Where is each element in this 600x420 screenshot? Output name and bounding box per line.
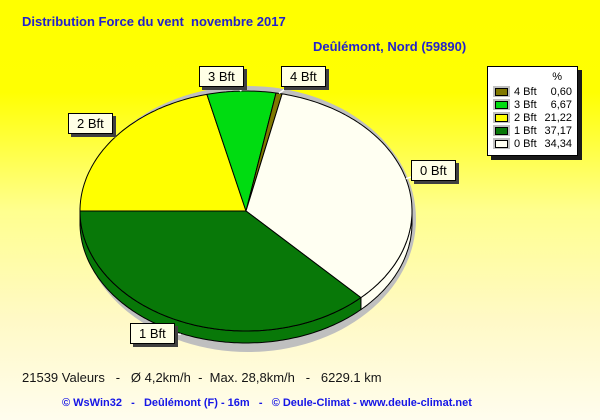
legend-color-swatch	[493, 125, 510, 136]
pie-segment-1-bft	[79, 210, 362, 332]
pie-label-3-bft: 3 Bft	[199, 66, 244, 87]
pie-label-1-bft: 1 Bft	[130, 323, 175, 344]
chart-title: Distribution Force du vent novembre 2017	[22, 14, 286, 29]
stats-line: 21539 Valeurs - Ø 4,2km/h - Max. 28,8km/…	[22, 370, 382, 385]
pie-segment-3-bft	[206, 90, 277, 212]
chart-location: Deûlémont, Nord (59890)	[313, 39, 467, 54]
legend-color-swatch	[493, 138, 510, 149]
legend-row-label: 3 Bft	[514, 98, 537, 111]
legend-row-label: 2 Bft	[514, 111, 537, 124]
legend-row-value: 6,67	[550, 98, 572, 111]
legend-color-fill	[495, 139, 508, 148]
legend-color-swatch	[493, 99, 510, 110]
legend-color-fill	[495, 100, 508, 109]
legend-row: 1 Bft 37,17	[491, 124, 574, 137]
legend-color-swatch	[493, 86, 510, 97]
legend-row: 4 Bft 0,60	[491, 85, 574, 98]
legend-row-value: 34,34	[544, 137, 572, 150]
legend-rows: 4 Bft 0,60 3 Bft 6,67 2 Bft 21,22 1 Bft 37,17 0 …	[491, 85, 574, 150]
legend-color-fill	[495, 113, 508, 122]
legend-color-swatch	[493, 112, 510, 123]
legend-row: 3 Bft 6,67	[491, 98, 574, 111]
pie-segment-2-bft	[79, 93, 247, 212]
legend-row-label: 0 Bft	[514, 137, 537, 150]
legend-row-label: 4 Bft	[514, 85, 537, 98]
pie-label-2-bft: 2 Bft	[68, 113, 113, 134]
pie-label-4-bft: 4 Bft	[281, 66, 326, 87]
pie-label-0-bft: 0 Bft	[411, 160, 456, 181]
footer-credits: © WsWin32 - Deûlémont (F) - 16m - © Deul…	[62, 397, 472, 409]
legend-row-value: 21,22	[544, 111, 572, 124]
legend-color-fill	[495, 87, 508, 96]
legend-row: 0 Bft 34,34	[491, 137, 574, 150]
legend-row-value: 0,60	[550, 85, 572, 98]
legend-row-value: 37,17	[544, 124, 572, 137]
legend-color-fill	[495, 126, 508, 135]
legend-box: % 4 Bft 0,60 3 Bft 6,67 2 Bft 21,22 1 Bft 37,17…	[487, 66, 578, 156]
legend-row: 2 Bft 21,22	[491, 111, 574, 124]
legend-row-label: 1 Bft	[514, 124, 537, 137]
legend-unit-header: %	[552, 71, 562, 83]
